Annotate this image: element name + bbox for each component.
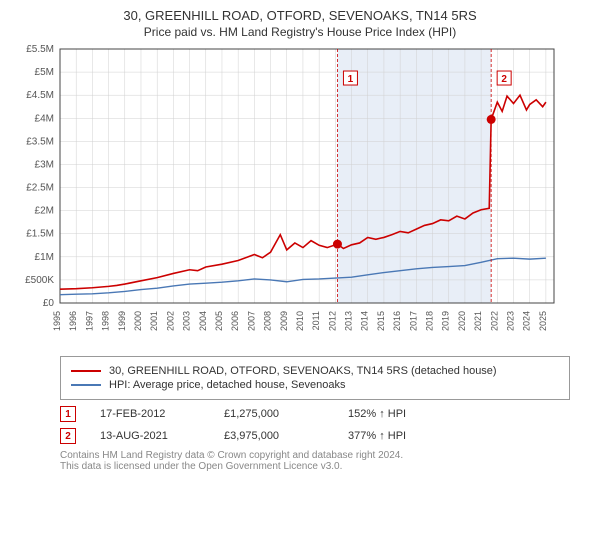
svg-text:2004: 2004	[198, 311, 208, 331]
event-date: 17-FEB-2012	[100, 408, 200, 420]
event-marker: 2	[60, 428, 76, 444]
svg-text:2007: 2007	[246, 311, 256, 331]
svg-text:2006: 2006	[230, 311, 240, 331]
svg-text:2003: 2003	[182, 311, 192, 331]
svg-text:2021: 2021	[473, 311, 483, 331]
svg-text:1996: 1996	[68, 311, 78, 331]
svg-text:1995: 1995	[52, 311, 62, 331]
svg-text:£1M: £1M	[35, 252, 54, 263]
svg-text:£2.5M: £2.5M	[26, 183, 54, 194]
event-row: 2 13-AUG-2021 £3,975,000 377% ↑ HPI	[60, 428, 570, 444]
event-pct: 152% ↑ HPI	[348, 408, 406, 420]
legend-label: 30, GREENHILL ROAD, OTFORD, SEVENOAKS, T…	[109, 365, 497, 377]
chart-title: 30, GREENHILL ROAD, OTFORD, SEVENOAKS, T…	[0, 0, 600, 25]
svg-text:£1.5M: £1.5M	[26, 229, 54, 240]
event-marker: 1	[60, 406, 76, 422]
svg-text:2022: 2022	[489, 311, 499, 331]
svg-text:£3M: £3M	[35, 159, 54, 170]
svg-text:2005: 2005	[214, 311, 224, 331]
svg-text:2019: 2019	[441, 311, 451, 331]
svg-text:2002: 2002	[165, 311, 175, 331]
svg-text:2: 2	[501, 74, 507, 85]
line-chart: £0 £500K £1M £1.5M £2M £2.5M £3M £3.5M £4M £4.5M £…	[10, 43, 590, 348]
svg-text:2015: 2015	[376, 311, 386, 331]
svg-text:1: 1	[348, 74, 354, 85]
legend-swatch	[71, 370, 101, 372]
svg-text:£3.5M: £3.5M	[26, 136, 54, 147]
legend-label: HPI: Average price, detached house, Seve…	[109, 379, 345, 391]
events-table: 1 17-FEB-2012 £1,275,000 152% ↑ HPI 2 13-AUG-…	[60, 406, 570, 444]
svg-text:£5.5M: £5.5M	[26, 44, 54, 55]
svg-text:2000: 2000	[133, 311, 143, 331]
legend-row: HPI: Average price, detached house, Seve…	[71, 379, 559, 391]
footer: Contains HM Land Registry data © Crown c…	[60, 450, 570, 472]
svg-text:2016: 2016	[392, 311, 402, 331]
event-row: 1 17-FEB-2012 £1,275,000 152% ↑ HPI	[60, 406, 570, 422]
footer-line-1: Contains HM Land Registry data © Crown c…	[60, 450, 570, 461]
svg-text:£4M: £4M	[35, 113, 54, 124]
chart-svg: £0 £500K £1M £1.5M £2M £2.5M £3M £3.5M £4M £4.5M £…	[10, 43, 570, 343]
event-pct: 377% ↑ HPI	[348, 430, 406, 442]
chart-subtitle: Price paid vs. HM Land Registry's House …	[0, 25, 600, 43]
svg-text:2013: 2013	[344, 311, 354, 331]
svg-text:2020: 2020	[457, 311, 467, 331]
svg-text:2001: 2001	[149, 311, 159, 331]
svg-text:2014: 2014	[360, 311, 370, 331]
event-date: 13-AUG-2021	[100, 430, 200, 442]
svg-text:£2M: £2M	[35, 206, 54, 217]
svg-text:2018: 2018	[425, 311, 435, 331]
legend-row: 30, GREENHILL ROAD, OTFORD, SEVENOAKS, T…	[71, 365, 559, 377]
svg-text:1998: 1998	[101, 311, 111, 331]
legend: 30, GREENHILL ROAD, OTFORD, SEVENOAKS, T…	[60, 356, 570, 400]
svg-text:1999: 1999	[117, 311, 127, 331]
event-price: £3,975,000	[224, 430, 324, 442]
svg-text:£0: £0	[43, 298, 55, 309]
svg-text:2010: 2010	[295, 311, 305, 331]
svg-text:2008: 2008	[263, 311, 273, 331]
svg-text:2017: 2017	[408, 311, 418, 331]
svg-text:£5M: £5M	[35, 67, 54, 78]
svg-text:£4.5M: £4.5M	[26, 90, 54, 101]
svg-text:2009: 2009	[279, 311, 289, 331]
svg-text:2023: 2023	[506, 311, 516, 331]
footer-line-2: This data is licensed under the Open Gov…	[60, 461, 570, 472]
svg-text:2025: 2025	[538, 311, 548, 331]
svg-text:2011: 2011	[311, 311, 321, 330]
svg-text:2024: 2024	[522, 311, 532, 331]
svg-text:1997: 1997	[84, 311, 94, 331]
legend-swatch	[71, 384, 101, 386]
svg-text:2012: 2012	[327, 311, 337, 331]
svg-text:£500K: £500K	[25, 275, 54, 286]
event-price: £1,275,000	[224, 408, 324, 420]
